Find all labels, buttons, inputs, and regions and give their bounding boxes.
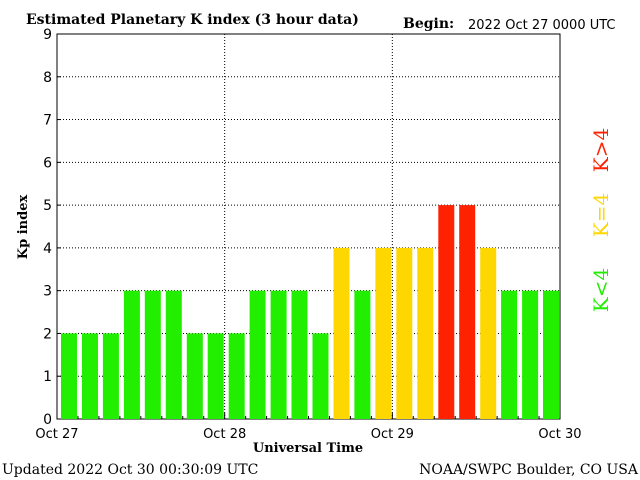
kp-bar <box>82 333 98 419</box>
kp-bar <box>291 290 308 419</box>
kp-bar <box>396 247 413 419</box>
y-tick-label: 8 <box>43 70 52 86</box>
y-tick-label: 6 <box>43 155 52 171</box>
x-tick-label: Oct 30 <box>538 427 581 442</box>
kp-bar <box>144 290 161 419</box>
y-tick-layer: 0 1 2 3 4 5 6 7 8 9 <box>43 27 61 428</box>
kp-bar <box>270 290 287 419</box>
x-axis-label: Universal Time <box>253 441 363 456</box>
kp-bar <box>207 333 224 419</box>
kp-bar <box>102 333 119 419</box>
kp-bar <box>165 290 182 419</box>
legend-red-label: K>4 <box>589 128 613 172</box>
y-tick-label: 7 <box>43 113 52 129</box>
x-tick-layer: Oct 27 Oct 28 Oct 29 Oct 30 <box>35 413 582 442</box>
y-tick-label: 3 <box>43 284 52 300</box>
kp-bar <box>354 290 371 419</box>
kp-bar <box>333 247 350 419</box>
begin-value: 2022 Oct 27 0000 UTC <box>468 18 616 33</box>
kp-bar <box>61 333 77 419</box>
y-tick-label: 2 <box>43 326 52 342</box>
kp-bar <box>522 290 539 419</box>
source-credit: NOAA/SWPC Boulder, CO USA <box>419 462 639 478</box>
kp-bar <box>375 247 392 419</box>
begin-label: Begin: <box>403 16 454 32</box>
kp-bar <box>459 205 476 419</box>
kp-bar <box>186 333 203 419</box>
grid-layer <box>57 34 560 419</box>
legend-green-label: K<4 <box>589 268 613 312</box>
bars-layer <box>61 205 559 419</box>
kp-bar <box>249 290 266 419</box>
kp-bar <box>501 290 518 419</box>
y-tick-label: 1 <box>43 369 52 385</box>
x-tick-label: Oct 28 <box>203 427 246 442</box>
kp-bar <box>543 290 559 419</box>
kp-bar <box>123 290 140 419</box>
y-tick-label: 0 <box>43 412 52 428</box>
updated-timestamp: Updated 2022 Oct 30 00:30:09 UTC <box>2 462 258 478</box>
kp-bar <box>417 247 434 419</box>
y-tick-label: 5 <box>43 198 52 214</box>
kp-bar <box>438 205 455 419</box>
y-tick-label: 9 <box>43 27 52 43</box>
kp-bar <box>312 333 329 419</box>
kp-bar <box>480 247 497 419</box>
kp-bar <box>228 333 245 419</box>
y-tick-label: 4 <box>43 241 52 257</box>
chart-title: Estimated Planetary K index (3 hour data… <box>26 12 359 28</box>
y-axis-label: Kp index <box>16 195 31 260</box>
legend-yellow-label: K=4 <box>589 193 613 237</box>
x-tick-label: Oct 27 <box>35 427 78 442</box>
x-tick-label: Oct 29 <box>371 427 414 442</box>
